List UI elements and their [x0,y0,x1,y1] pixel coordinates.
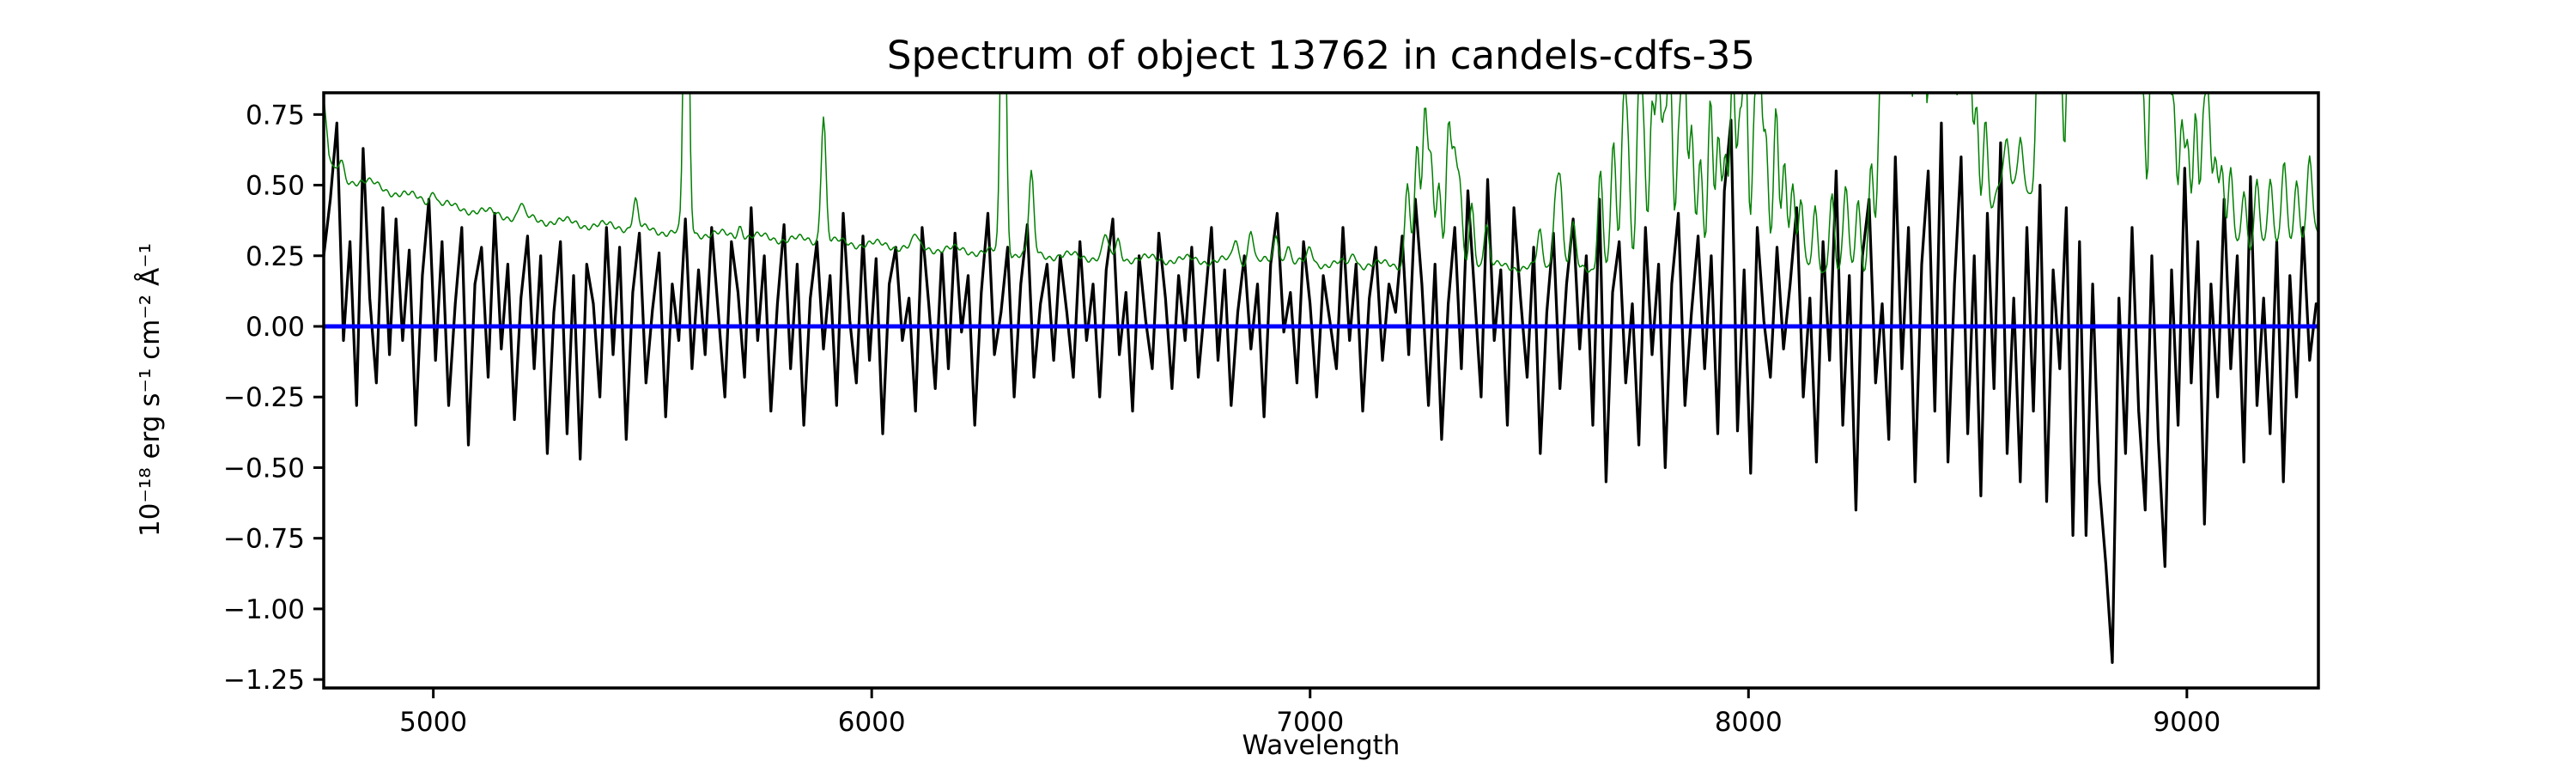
x-tick-label: 6000 [838,707,906,738]
plot-title: Spectrum of object 13762 in candels-cdfs… [886,33,1756,78]
sky-spectrum-line [324,93,2318,274]
y-tick-label: −1.00 [223,594,305,625]
x-axis-label: Wavelength [1242,730,1400,761]
y-tick-label: 0.50 [246,171,305,202]
y-tick-label: −1.25 [223,665,305,696]
y-tick-label: 0.00 [246,312,305,343]
x-tick-label: 5000 [399,707,467,738]
y-tick-label: 0.75 [246,100,305,131]
y-tick-label: −0.25 [223,382,305,413]
x-tick-label: 9000 [2153,707,2221,738]
y-tick-label: −0.75 [223,524,305,555]
y-tick-label: 0.25 [246,241,305,272]
axes-frame [322,91,2320,690]
y-tick-label: −0.50 [223,453,305,484]
object-spectrum-line [324,119,2318,664]
x-tick-label: 7000 [1276,707,1344,738]
y-axis-label: 10⁻¹⁸ erg s⁻¹ cm⁻² Å⁻¹ [135,243,166,537]
x-tick-label: 8000 [1715,707,1783,738]
